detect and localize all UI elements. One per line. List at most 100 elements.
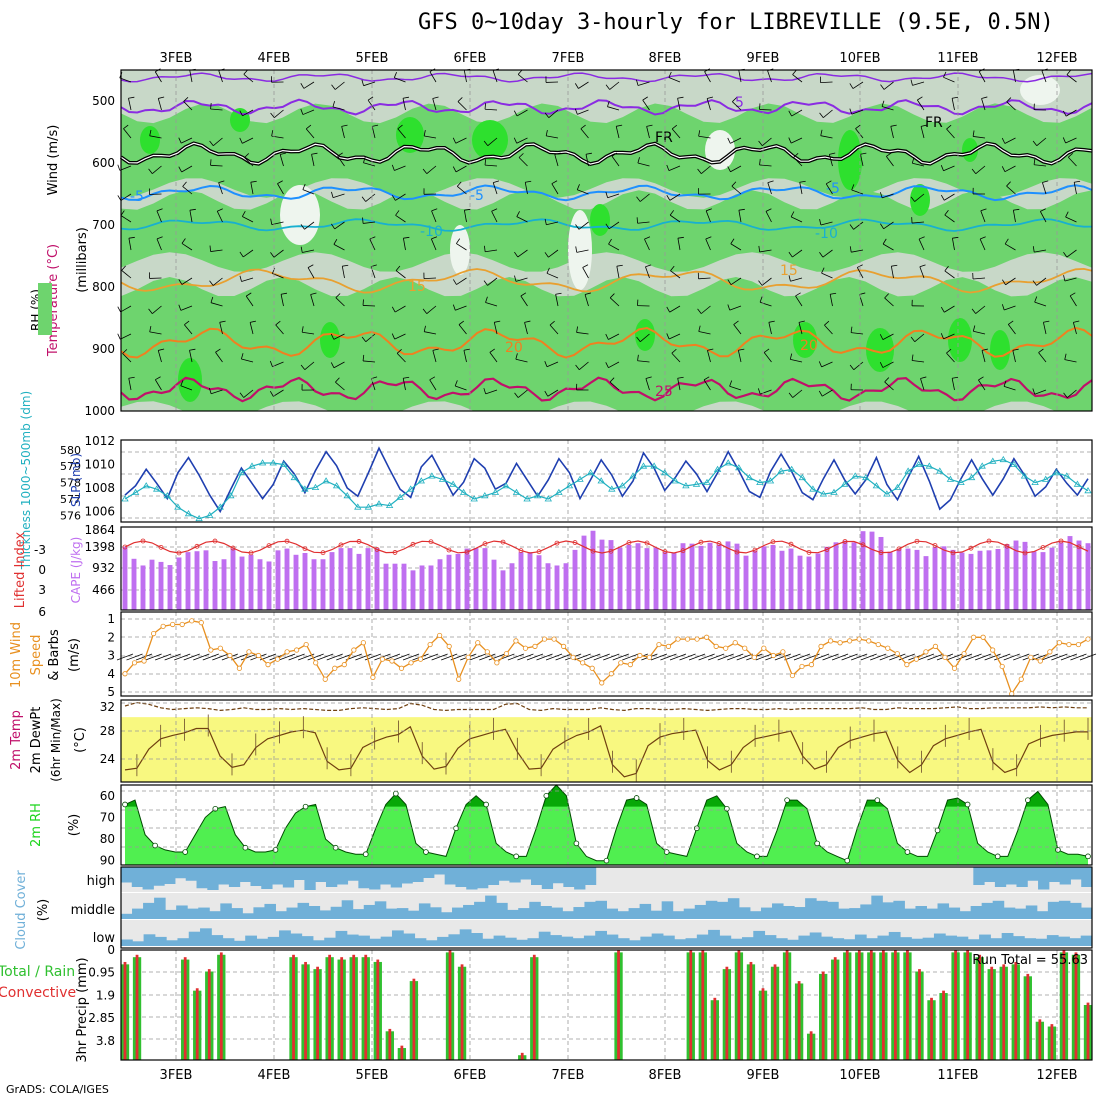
cape-bar-4 bbox=[158, 561, 164, 610]
cloud-bar-middle-81 bbox=[1014, 908, 1027, 919]
wind-barb-flag bbox=[395, 210, 400, 216]
wind10-barb bbox=[441, 653, 458, 661]
cloud-bar-middle-36 bbox=[518, 908, 530, 919]
thickness-ylabel: Thickness 1000~500mb (dm) bbox=[19, 391, 33, 570]
wind-barb-flag bbox=[788, 137, 792, 144]
cape-bar-104 bbox=[1058, 542, 1064, 610]
wind10-marker-59 bbox=[684, 636, 691, 642]
wind-barb bbox=[733, 324, 742, 335]
wind-barb bbox=[394, 77, 406, 83]
wind10-barb bbox=[231, 653, 248, 661]
wind-barb bbox=[975, 305, 986, 314]
wind-barb-flag bbox=[666, 194, 671, 201]
cloud-bar-low-19 bbox=[335, 930, 348, 946]
wind10-marker-69 bbox=[780, 649, 786, 655]
wind-barb-flag bbox=[456, 238, 461, 244]
wind-barb-flag bbox=[391, 195, 396, 201]
wind-barb-flag bbox=[524, 320, 531, 323]
precip-convective-bar-75 bbox=[1026, 973, 1030, 1060]
cloud-bar-low-27 bbox=[425, 940, 438, 946]
wind-barb-flag bbox=[1001, 137, 1006, 144]
wind-barb bbox=[577, 189, 589, 195]
wind-barb bbox=[275, 324, 284, 335]
rh-saturated-blob-14 bbox=[962, 138, 978, 162]
wind-barb-flag bbox=[362, 354, 365, 361]
wind10-marker-45 bbox=[551, 636, 557, 642]
wind-barb bbox=[822, 109, 833, 118]
wind10-barb bbox=[317, 653, 334, 661]
wind-barb bbox=[917, 99, 925, 111]
cloud-bar-low-59 bbox=[787, 939, 799, 946]
wind10-ylabel-a: 10m Wind bbox=[9, 622, 24, 688]
thickness-marker-71 bbox=[872, 482, 881, 489]
cloud-bar-low-14 bbox=[279, 930, 291, 946]
wind-barb bbox=[333, 361, 345, 369]
wind-barb bbox=[732, 101, 742, 111]
wind-barb-flag bbox=[239, 392, 244, 398]
upper-ylabel-wind: Wind (m/s) bbox=[46, 125, 61, 196]
cloud-bar-low-79 bbox=[1012, 936, 1025, 946]
wind-barb-flag bbox=[301, 326, 304, 333]
thickness-marker-62 bbox=[777, 467, 785, 474]
cape-bar-94 bbox=[968, 553, 974, 610]
contour-label-6: -10 bbox=[420, 224, 443, 240]
thickness-marker-39 bbox=[533, 492, 542, 499]
wind10-marker-14 bbox=[255, 652, 262, 659]
lifted-index-marker-14 bbox=[248, 550, 254, 556]
thickness-marker-34 bbox=[481, 492, 489, 499]
wind10-marker-35 bbox=[456, 676, 462, 682]
lifted-index-marker-104 bbox=[1058, 538, 1064, 544]
wind-barb-flag bbox=[981, 348, 988, 351]
wind-barb bbox=[700, 305, 711, 314]
wind-barb-flag bbox=[403, 236, 410, 239]
lifted-index-marker-4 bbox=[158, 544, 164, 550]
temp2m-line bbox=[124, 725, 1088, 778]
wind10-barb bbox=[488, 653, 505, 661]
wind-barb bbox=[518, 157, 528, 167]
cape-bar-42 bbox=[500, 570, 506, 610]
wind10-barb bbox=[393, 653, 410, 661]
wind10-marker-40 bbox=[503, 651, 509, 657]
wind-barb bbox=[546, 135, 559, 139]
wind-barb-flag bbox=[367, 96, 374, 101]
cape-bar-36 bbox=[446, 554, 452, 610]
wind-barb-flag bbox=[514, 251, 519, 258]
wind-barb bbox=[767, 182, 772, 195]
wind-barb bbox=[944, 214, 955, 223]
thickness-marker-19 bbox=[322, 477, 330, 484]
cloud-bar-high-13 bbox=[261, 867, 273, 889]
lifted-index-marker-34 bbox=[428, 539, 434, 545]
wind-barb bbox=[759, 301, 772, 307]
lifted-index-marker-94 bbox=[968, 545, 974, 551]
wind-barb bbox=[759, 109, 772, 111]
wind10-marker-93 bbox=[1009, 691, 1015, 697]
cape-bar-67 bbox=[725, 541, 731, 610]
wind-barb bbox=[918, 238, 925, 251]
rh-saturated-blob-10 bbox=[635, 319, 655, 351]
cape-bar-16 bbox=[266, 561, 272, 610]
wind-barb-flag bbox=[184, 320, 190, 326]
wind-barb bbox=[120, 193, 132, 201]
wind-barb-flag bbox=[733, 320, 739, 325]
wind-barb bbox=[698, 277, 711, 280]
wind-barb bbox=[189, 210, 193, 223]
wind-barb-flag bbox=[605, 362, 609, 368]
wind10-tick-4: 4 bbox=[107, 667, 115, 681]
wind-barb-flag bbox=[1062, 137, 1066, 144]
cape-tick-1864: 1864 bbox=[84, 523, 115, 537]
wind-barb bbox=[156, 238, 162, 251]
wind-barb-flag bbox=[429, 376, 436, 381]
precip-convective-bar-59 bbox=[833, 957, 837, 1060]
slp-tick-1012: 1012 bbox=[84, 434, 115, 448]
cape-bar-38 bbox=[464, 548, 470, 610]
cape-bar-95 bbox=[977, 550, 983, 610]
wind-barb-flag bbox=[432, 96, 439, 99]
lifted-index-marker-36 bbox=[446, 547, 452, 553]
wind-barb-flag bbox=[391, 306, 396, 313]
wind-barb bbox=[149, 193, 162, 195]
wind-barb-flag bbox=[952, 376, 959, 379]
wind-barb-flag bbox=[1033, 158, 1036, 165]
cloud-bar-high-40 bbox=[552, 867, 564, 884]
wind-barb-flag bbox=[239, 275, 242, 282]
wind-barb-flag bbox=[149, 129, 152, 136]
